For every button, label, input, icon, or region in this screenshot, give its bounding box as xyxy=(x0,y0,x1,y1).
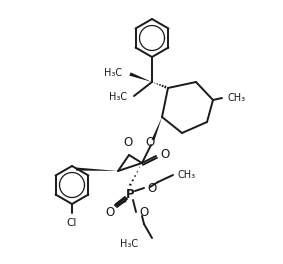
Text: O: O xyxy=(147,182,156,195)
Text: CH₃: CH₃ xyxy=(228,93,246,103)
Text: H₃C: H₃C xyxy=(120,239,138,249)
Text: O: O xyxy=(123,136,133,149)
Text: Cl: Cl xyxy=(67,218,77,228)
Text: CH₃: CH₃ xyxy=(177,170,195,180)
Text: O: O xyxy=(105,205,115,219)
Text: O: O xyxy=(145,136,155,149)
Polygon shape xyxy=(76,167,118,171)
Text: P: P xyxy=(126,187,134,200)
Polygon shape xyxy=(152,117,162,140)
Text: H₃C: H₃C xyxy=(104,68,122,78)
Text: O: O xyxy=(139,205,148,219)
Text: O: O xyxy=(160,148,169,161)
Polygon shape xyxy=(129,72,152,82)
Text: H₃C: H₃C xyxy=(109,92,127,102)
